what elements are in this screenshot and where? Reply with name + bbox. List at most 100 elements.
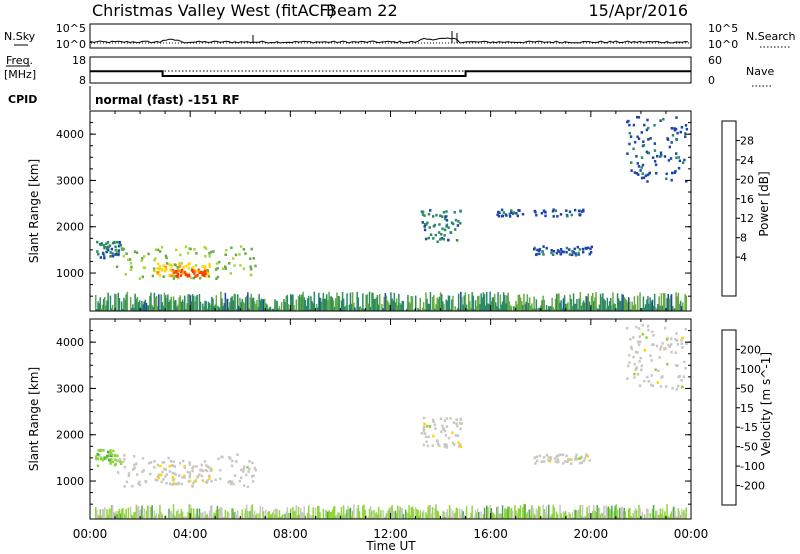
velocity-ground-scatter xyxy=(525,513,527,519)
power-ground-scatter xyxy=(397,305,399,311)
velocity-ground-scatter xyxy=(253,510,256,519)
power-ground-scatter xyxy=(290,294,292,311)
velocity-cbar-tick-label: -100 xyxy=(740,460,765,473)
velocity-cell xyxy=(547,456,550,459)
power-cell xyxy=(679,130,682,134)
power-ground-scatter xyxy=(329,296,331,311)
velocity-cell xyxy=(242,467,246,471)
power-cell xyxy=(115,253,118,256)
power-ground-scatter xyxy=(417,307,419,311)
velocity-ground-scatter xyxy=(644,517,647,519)
velocity-cell xyxy=(445,443,448,447)
velocity-cell xyxy=(206,479,209,482)
velocity-ground-scatter xyxy=(197,515,200,519)
velocity-ground-scatter xyxy=(495,517,497,519)
power-cell xyxy=(449,231,452,234)
power-cell xyxy=(215,262,219,265)
power-ground-scatter xyxy=(482,292,485,311)
power-cell xyxy=(143,255,146,258)
power-cell xyxy=(182,265,185,269)
power-ground-scatter xyxy=(270,309,273,311)
freq-panel-frame xyxy=(89,56,692,84)
velocity-ground-scatter xyxy=(541,517,543,519)
power-cell xyxy=(177,276,180,280)
velocity-cell xyxy=(445,446,448,449)
velocity-ground-scatter xyxy=(185,517,187,519)
power-cell xyxy=(543,210,547,214)
power-ground-scatter xyxy=(577,308,579,311)
power-ground-scatter xyxy=(666,298,668,311)
velocity-ground-scatter xyxy=(546,514,549,519)
power-cell xyxy=(172,277,176,280)
velocity-cell xyxy=(245,473,248,477)
power-ground-scatter xyxy=(101,304,104,311)
velocity-ground-scatter xyxy=(179,512,181,519)
velocity-ground-scatter xyxy=(505,509,507,519)
power-ground-scatter xyxy=(114,293,116,311)
velocity-ground-scatter xyxy=(553,507,556,519)
velocity-ground-scatter xyxy=(285,511,287,519)
power-ground-scatter xyxy=(97,301,99,311)
power-cell xyxy=(423,214,426,217)
velocity-ground-scatter xyxy=(450,508,452,519)
power-ground-scatter xyxy=(469,301,471,311)
velocity-cell xyxy=(228,456,231,459)
velocity-cell xyxy=(577,457,581,460)
velocity-cell xyxy=(640,364,643,368)
power-cell xyxy=(508,213,511,216)
power-ground-scatter xyxy=(553,309,556,311)
power-ground-scatter xyxy=(173,300,176,311)
velocity-ground-scatter xyxy=(681,508,683,519)
velocity-cell xyxy=(584,454,588,458)
power-cell xyxy=(442,211,446,214)
velocity-ground-scatter xyxy=(621,506,623,519)
velocity-ground-scatter xyxy=(319,512,321,519)
velocity-cell xyxy=(200,474,204,478)
power-ground-scatter xyxy=(380,309,382,311)
velocity-ground-scatter xyxy=(161,514,163,519)
power-ground-scatter xyxy=(180,301,183,311)
velocity-ground-scatter xyxy=(326,510,328,519)
power-ground-scatter xyxy=(257,306,259,311)
velocity-cell xyxy=(110,453,114,456)
power-cell xyxy=(147,252,150,256)
velocity-ground-scatter xyxy=(509,509,512,519)
power-ground-scatter xyxy=(219,307,221,311)
velocity-ground-scatter xyxy=(348,508,351,519)
velocity-cell xyxy=(157,476,161,479)
power-ground-scatter xyxy=(401,300,403,311)
power-cell xyxy=(649,137,652,140)
power-cbar-tick-label: 4 xyxy=(740,251,747,264)
power-ground-scatter xyxy=(428,304,431,311)
velocity-cell xyxy=(677,384,680,388)
velocity-ground-scatter xyxy=(417,509,419,519)
velocity-ground-scatter xyxy=(508,506,511,519)
velocity-cell xyxy=(209,469,213,472)
power-cell xyxy=(133,250,137,253)
velocity-cell xyxy=(635,325,638,329)
velocity-ground-scatter xyxy=(304,515,307,519)
velocity-cell xyxy=(107,450,110,454)
velocity-cell xyxy=(436,439,439,443)
velocity-ground-scatter xyxy=(675,515,677,519)
velocity-cell xyxy=(171,471,174,475)
noise-panel-frame xyxy=(89,23,692,49)
power-cell xyxy=(129,268,133,272)
power-cell xyxy=(627,119,630,123)
velocity-cell xyxy=(200,463,203,467)
velocity-cell xyxy=(183,476,186,479)
power-cell xyxy=(668,145,671,149)
power-ground-scatter xyxy=(354,307,356,311)
velocity-ground-scatter xyxy=(335,515,337,519)
power-ground-scatter xyxy=(355,309,357,311)
power-cell xyxy=(536,248,539,252)
freq-line xyxy=(90,70,691,77)
power-cell xyxy=(637,173,640,176)
velocity-cell xyxy=(457,441,460,444)
power-cell xyxy=(158,265,162,268)
velocity-ground-scatter xyxy=(623,507,625,519)
velocity-ground-scatter xyxy=(571,512,574,519)
velocity-ground-scatter xyxy=(95,507,97,519)
velocity-ground-scatter xyxy=(594,510,596,519)
